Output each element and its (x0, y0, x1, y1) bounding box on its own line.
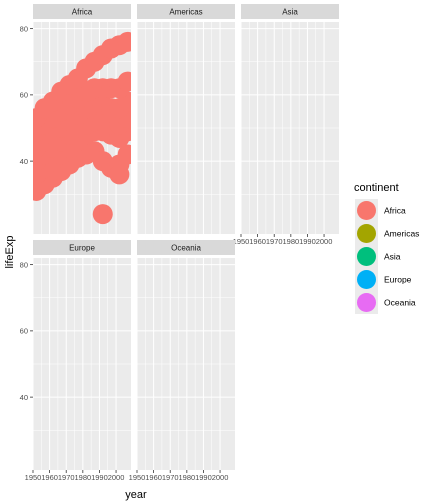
x-tick-label: 1970 (162, 473, 179, 482)
legend-swatch-americas (357, 224, 376, 243)
data-point-africa (92, 204, 113, 225)
strip-asia (241, 4, 339, 19)
data-point-africa (117, 144, 131, 165)
legend-label-oceania: Oceania (384, 298, 416, 308)
strip-europe (33, 240, 131, 255)
x-tick-label: 2000 (108, 473, 125, 482)
x-tick-label: 1950 (129, 473, 146, 482)
legend-label-africa: Africa (384, 206, 406, 216)
y-tick-label: 80 (20, 260, 28, 269)
x-tick-label: 1960 (145, 473, 162, 482)
x-tick-label: 2000 (212, 473, 229, 482)
x-tick-label: 1960 (249, 237, 266, 246)
legend-swatch-africa (357, 201, 376, 220)
y-tick-label: 80 (20, 24, 28, 33)
series-africa (33, 31, 131, 225)
x-axis-title: year (125, 489, 147, 501)
data-point-africa (109, 164, 130, 185)
y-axis-title: lifeExp (4, 235, 16, 268)
strip-label-oceania: Oceania (171, 244, 201, 253)
x-tick-label: 1980 (282, 237, 299, 246)
y-tick-label: 60 (20, 91, 28, 100)
x-tick-label: 1950 (233, 237, 250, 246)
legend-swatch-asia (357, 247, 376, 266)
legend-label-asia: Asia (384, 252, 401, 262)
strip-label-africa: Africa (72, 8, 93, 17)
data-point-africa (117, 71, 131, 92)
strip-label-asia: Asia (282, 8, 298, 17)
x-tick-label: 1970 (58, 473, 75, 482)
strip-label-americas: Americas (169, 8, 202, 17)
x-tick-label: 1960 (41, 473, 58, 482)
x-tick-label: 1990 (195, 473, 212, 482)
legend-label-americas: Americas (384, 229, 419, 239)
x-tick-label: 1980 (178, 473, 195, 482)
x-tick-label: 1990 (91, 473, 108, 482)
y-tick-label: 40 (20, 393, 28, 402)
x-tick-label: 1950 (25, 473, 42, 482)
legend-swatch-europe (357, 270, 376, 289)
x-tick-label: 1990 (299, 237, 316, 246)
strip-oceania (137, 240, 235, 255)
strip-americas (137, 4, 235, 19)
strip-africa (33, 4, 131, 19)
legend-label-europe: Europe (384, 275, 412, 285)
data-point-africa (117, 31, 131, 52)
legend-swatch-oceania (357, 293, 376, 312)
x-tick-label: 1970 (266, 237, 283, 246)
y-tick-label: 60 (20, 327, 28, 336)
legend-title: continent (354, 182, 399, 194)
strip-label-europe: Europe (69, 244, 95, 253)
x-tick-label: 1980 (74, 473, 91, 482)
x-tick-label: 2000 (316, 237, 333, 246)
y-tick-label: 40 (20, 157, 28, 166)
